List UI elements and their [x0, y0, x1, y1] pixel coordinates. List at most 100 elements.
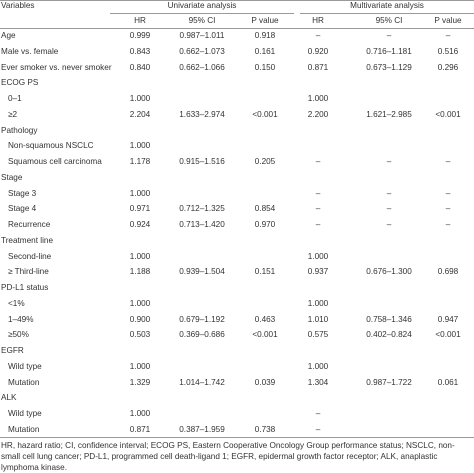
cell: 0.987–1.722 [366, 377, 412, 387]
cell: – [386, 31, 392, 40]
cell: 0.970 [254, 220, 276, 230]
subheader-cell: 95% CI [188, 16, 216, 25]
cell: – [315, 157, 321, 167]
cell: 1.000 [129, 94, 151, 104]
cell: – [386, 157, 392, 167]
subheader-cell: HR [312, 16, 324, 25]
cell: 0.840 [129, 62, 151, 72]
section-label: Pathology [1, 125, 38, 135]
cell: 1.329 [129, 377, 151, 387]
row-label: Stage 3 [8, 188, 37, 198]
cell: 0.947 [437, 314, 459, 324]
cell: 0.662–1.073 [179, 46, 225, 56]
cell: 0.676–1.300 [366, 267, 412, 277]
cell: <0.001 [435, 330, 461, 340]
cell: 0.575 [307, 330, 329, 340]
cell: 0.463 [254, 314, 276, 324]
row-label: Second-line [8, 251, 52, 261]
cell: 1.000 [129, 361, 151, 371]
cell: 1.304 [307, 377, 329, 387]
cell: 1.621–2.985 [366, 109, 412, 119]
subheader-cell: HR [134, 16, 146, 25]
row-label: Stage 4 [8, 204, 37, 214]
row-label: Non-squamous NSCLC [8, 141, 94, 151]
cell: 0.402–0.824 [366, 330, 412, 340]
row-label: Ever smoker vs. never smoker [1, 62, 112, 72]
cell: <0.001 [252, 330, 278, 340]
subheader-cell: P value [434, 16, 462, 25]
cell: – [315, 188, 321, 198]
row-label: ≥ Third-line [8, 267, 49, 277]
section-label: EGFR [1, 346, 24, 356]
cell: 1.178 [129, 157, 151, 167]
cell: 0.713–1.420 [179, 220, 225, 230]
cell: – [445, 31, 451, 40]
cell: – [315, 409, 321, 419]
cell: 0.151 [254, 267, 276, 277]
cell: 1.000 [307, 251, 329, 261]
cell: 2.200 [307, 109, 329, 119]
cell: – [445, 220, 451, 230]
bottom-rule [0, 437, 474, 438]
cell: 0.369–0.686 [179, 330, 225, 340]
header-cell: Variables [1, 1, 35, 10]
cell: – [386, 220, 392, 230]
subheader-cell: P value [251, 16, 279, 25]
row-label: 0–1 [8, 94, 22, 104]
section-label: Treatment line [1, 235, 54, 245]
cell: 0.937 [307, 267, 329, 277]
cell: 0.758–1.346 [366, 314, 412, 324]
cell: 0.161 [254, 46, 276, 56]
cell: 0.999 [129, 31, 151, 40]
section-label: ALK [1, 393, 17, 403]
cell: – [315, 220, 321, 230]
cell: 1.010 [307, 314, 329, 324]
cell: 1.014–1.742 [179, 377, 225, 387]
cell: 0.939–1.504 [179, 267, 225, 277]
cell: 0.716–1.181 [366, 46, 412, 56]
cell: – [315, 31, 321, 40]
cell: 0.924 [129, 220, 151, 230]
section-label: Stage [1, 172, 23, 182]
row-label: ≥50% [8, 330, 29, 340]
cell: 0.854 [254, 204, 276, 214]
cell: – [445, 204, 451, 214]
cell: 1.000 [307, 94, 329, 104]
row-label: Recurrence [8, 220, 51, 230]
row-label: Mutation [8, 377, 40, 387]
cell: 0.296 [437, 62, 459, 72]
cell: – [386, 204, 392, 214]
cell: 0.679–1.192 [179, 314, 225, 324]
cell: – [315, 425, 321, 434]
cell: 0.987–1.011 [179, 31, 225, 40]
cell: 0.503 [129, 330, 151, 340]
group-rule [110, 13, 294, 14]
cell: 0.871 [129, 425, 151, 434]
cell: 0.061 [437, 377, 459, 387]
row-label: Squamous cell carcinoma [8, 157, 102, 167]
cell: 0.662–1.066 [179, 62, 225, 72]
cell: 0.920 [307, 46, 329, 56]
cell: 0.915–1.516 [179, 157, 225, 167]
cell: 1.000 [307, 361, 329, 371]
row-label: Age [1, 31, 16, 40]
cell: – [445, 157, 451, 167]
top-rule [0, 0, 474, 1]
cell: <0.001 [435, 109, 461, 119]
row-label: ≥2 [8, 109, 18, 119]
cell: 2.204 [129, 109, 151, 119]
section-label: PD-L1 status [1, 283, 49, 293]
cell: 0.843 [129, 46, 151, 56]
section-label: ECOG PS [1, 78, 39, 88]
footnote: HR, hazard ratio; CI, confidence interva… [1, 441, 455, 472]
row-label: 1–49% [8, 314, 34, 324]
cell: 0.039 [254, 377, 276, 387]
cell: 0.516 [437, 46, 459, 56]
cell: 1.633–2.974 [179, 109, 225, 119]
cell: – [445, 188, 451, 198]
cell: – [386, 188, 392, 198]
cell: 0.205 [254, 157, 276, 167]
cell: 1.000 [129, 188, 151, 198]
row-label: Wild type [8, 409, 42, 419]
cell: 0.971 [129, 204, 151, 214]
